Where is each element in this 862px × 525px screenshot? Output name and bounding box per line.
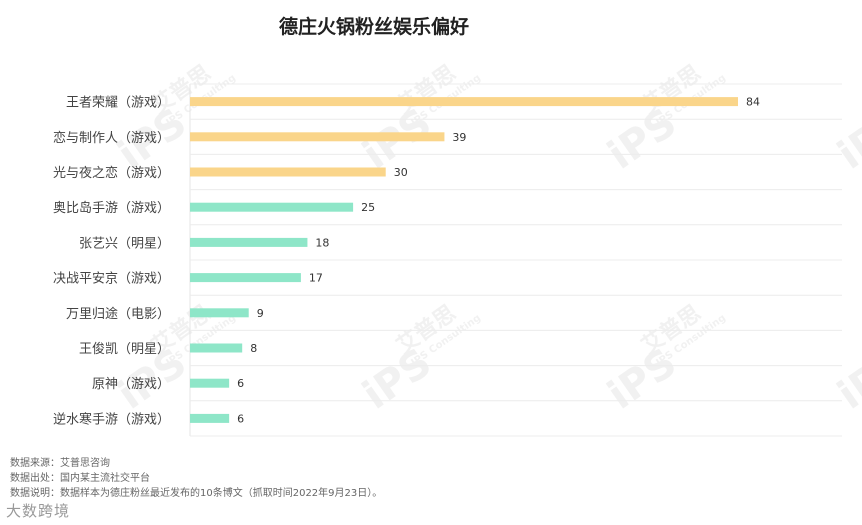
value-label: 6 [237,377,244,390]
value-label: 25 [361,201,375,214]
category-label: 王者荣耀（游戏） [66,96,170,111]
value-label: 18 [315,236,329,249]
value-label: 84 [746,96,760,109]
bar [190,132,445,142]
svg-text:iPS: iPS [830,100,862,179]
value-label: 17 [309,272,323,285]
category-label: 奥比岛手游（游戏） [53,200,170,216]
bar [190,167,386,177]
category-label: 光与夜之恋（游戏） [53,165,170,181]
bar [190,97,738,107]
chart-title: 德庄火锅粉丝娱乐偏好 [279,15,469,38]
category-label: 万里归途（电影） [66,306,170,322]
footer: 数据来源：艾普思咨询 数据出处：国内某主流社交平台 数据说明：数据样本为德庄粉丝… [10,456,382,501]
bar [190,273,301,283]
value-label: 9 [257,307,264,320]
value-label: 30 [394,166,408,179]
footer-note: 数据说明：数据样本为德庄粉丝最近发布的10条博文（抓取时间2022年9月23日）… [10,488,383,499]
bar [190,202,354,212]
footer-source: 数据来源：艾普思咨询 [10,458,110,469]
category-labels: 王者荣耀（游戏） 恋与制作人（游戏） 光与夜之恋（游戏） 奥比岛手游（游戏） 张艺兴（明… [53,96,170,428]
bar [190,413,230,423]
brand-logo: 大数跨境 [6,502,71,520]
value-label: 39 [452,131,466,144]
value-label: 6 [237,412,244,425]
bar [190,343,243,353]
bar [190,237,308,247]
bar [190,308,249,318]
bars [190,97,738,423]
svg-text:iPS: iPS [830,340,862,419]
bar [190,378,230,388]
category-label: 决战平安京（游戏） [53,272,170,287]
gridlines [189,83,842,437]
category-label: 恋与制作人（游戏） [53,130,170,146]
category-label: 逆水寒手游（游戏） [53,411,170,427]
value-labels: 84 39 30 25 18 17 9 8 6 6 [237,96,760,426]
value-label: 8 [250,342,257,355]
footer-origin: 数据出处：国内某主流社交平台 [10,473,150,484]
category-label: 原神（游戏） [92,377,170,392]
category-label: 张艺兴（明星） [79,236,170,251]
category-label: 王俊凯（明星） [79,342,170,357]
